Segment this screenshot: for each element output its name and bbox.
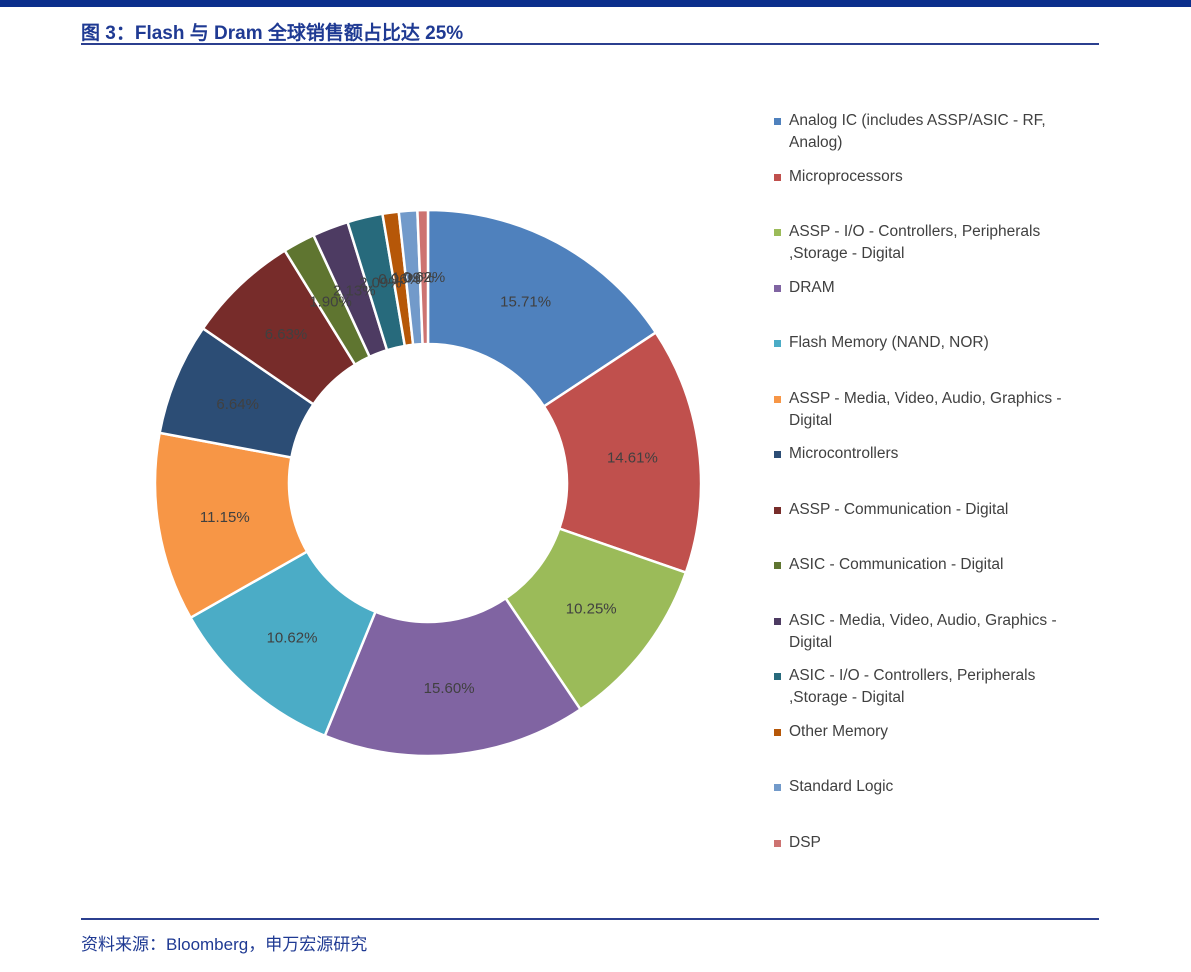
legend-swatch [774,284,781,292]
legend-swatch [774,784,781,791]
legend-label: Analog IC (includes ASSP/ASIC - RF, Analo… [789,112,1046,151]
slice-label-8: 6.63% [265,326,308,343]
legend-label: Flash Memory (NAND, NOR) [789,334,989,351]
legend-label: ASSP - Communication - Digital [789,500,1009,518]
legend-label: Other Memory [789,722,889,740]
legend-item: ASIC - Media, Video, Audio, Graphics - Di… [774,610,1094,654]
legend-item: Standard Logic [774,776,1094,798]
legend-label: ASSP - Media, Video, Audio, Graphics - Di… [789,389,1062,429]
slice-label-4: 15.60% [424,680,475,697]
top-accent-bar [0,0,1191,7]
legend-swatch [774,617,781,625]
legend-label: Microcontrollers [789,445,899,462]
slice-label-11: 2.09% [359,275,402,292]
legend-label: ASIC - Media, Video, Audio, Graphics - Di… [789,611,1057,651]
slice-label-7: 6.64% [216,396,259,413]
legend-swatch [774,451,781,458]
title-divider [81,43,1099,45]
legend-label: DSP [789,833,821,851]
legend-swatch [774,506,781,514]
legend-swatch [774,673,781,680]
legend-item: Flash Memory (NAND, NOR) [774,332,1094,354]
legend-swatch [774,340,781,347]
donut-slice-14 [416,208,430,346]
legend-label: ASIC - Communication - Digital [789,556,1004,573]
legend-item: ASIC - I/O - Controllers, Peripherals ,St… [774,665,1094,709]
legend-swatch [774,229,781,236]
legend-item: DSP [774,832,1094,854]
slice-label-14: 0.62% [403,269,446,286]
legend-item: Analog IC (includes ASSP/ASIC - RF, Analo… [774,110,1094,154]
slice-label-2: 14.61% [607,449,658,466]
legend-swatch [774,728,781,736]
legend-item: ASSP - Communication - Digital [774,499,1094,521]
figure-title: 图 3：Flash 与 Dram 全球销售额占比达 25% [81,23,464,44]
legend-label: Microprocessors [789,167,903,185]
legend-swatch [774,118,781,125]
legend-swatch [774,395,781,403]
legend-swatch [774,562,781,569]
donut-slice-1 [426,208,658,409]
slice-label-5: 10.62% [267,630,318,647]
legend-item: Microprocessors [774,166,1094,188]
legend-item: ASSP - I/O - Controllers, Peripherals ,St… [774,221,1094,265]
slice-label-6: 11.15% [200,509,250,526]
footer-divider [81,918,1099,920]
slice-label-9: 1.90% [309,294,352,311]
legend-item: Microcontrollers [774,443,1094,465]
legend-item: Other Memory [774,721,1094,743]
legend-label: DRAM [789,278,835,296]
legend-swatch [774,839,781,847]
legend-swatch [774,173,781,181]
donut-slice-4 [323,596,583,758]
legend-label: ASSP - I/O - Controllers, Peripherals ,St… [789,223,1041,262]
source-note: 资料来源：Bloomberg，申万宏源研究 [81,935,368,954]
slice-label-1: 15.71% [500,294,551,311]
legend-item: ASSP - Media, Video, Audio, Graphics - Di… [774,388,1094,432]
slice-label-10: 2.13% [333,283,376,300]
slice-label-12: 0.96% [378,271,421,288]
donut-slice-2 [542,330,703,575]
slice-label-3: 10.25% [566,601,617,618]
legend-item: DRAM [774,277,1094,299]
legend-item: ASIC - Communication - Digital [774,554,1094,576]
slice-label-13: 1.09% [392,270,435,287]
legend-label: Standard Logic [789,778,894,795]
legend-label: ASIC - I/O - Controllers, Peripherals ,St… [789,667,1036,706]
